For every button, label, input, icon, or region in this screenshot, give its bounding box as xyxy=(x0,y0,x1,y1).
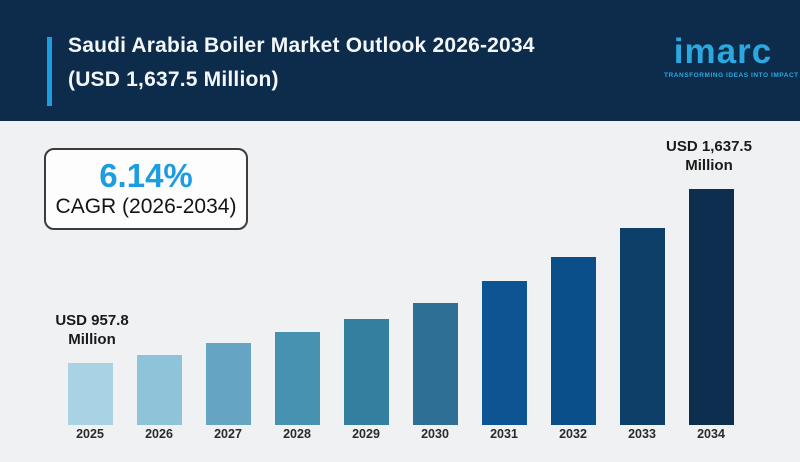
start-value-annotation: USD 957.8 Million xyxy=(22,311,162,349)
start-value-line1: USD 957.8 xyxy=(55,312,129,329)
imarc-logo-tagline: TRANSFORMING IDEAS INTO IMPACT xyxy=(664,72,799,79)
year-label-2032: 2032 xyxy=(559,427,587,441)
end-value-line1: USD 1,637.5 xyxy=(666,138,752,155)
year-label-2025: 2025 xyxy=(76,427,104,441)
bar-2032 xyxy=(550,257,596,425)
year-label-2028: 2028 xyxy=(283,427,311,441)
cagr-label: CAGR (2026-2034) xyxy=(55,195,237,218)
start-value-line2: Million xyxy=(68,331,116,348)
year-label-2026: 2026 xyxy=(145,427,173,441)
bar-2031 xyxy=(481,281,527,425)
year-label-2033: 2033 xyxy=(628,427,656,441)
end-value-annotation: USD 1,637.5 Million xyxy=(639,137,779,175)
bar-2029 xyxy=(343,319,389,425)
bar-2034 xyxy=(688,189,734,425)
imarc-logo-text: imarc xyxy=(673,32,773,71)
year-label-2027: 2027 xyxy=(214,427,242,441)
year-label-2029: 2029 xyxy=(352,427,380,441)
page-title: Saudi Arabia Boiler Market Outlook 2026-… xyxy=(68,29,628,97)
cagr-value: 6.14% xyxy=(99,157,193,194)
bar-2027 xyxy=(205,343,251,425)
bar-2030 xyxy=(412,303,458,425)
imarc-logo: imarc TRANSFORMING IDEAS INTO IMPACT xyxy=(664,32,799,80)
end-value-line2: Million xyxy=(685,157,733,174)
title-accent-bar xyxy=(47,37,52,106)
year-label-2034: 2034 xyxy=(697,427,725,441)
page-title-line2: (USD 1,637.5 Million) xyxy=(68,68,279,91)
bar-2025 xyxy=(67,363,113,425)
cagr-badge: 6.14% CAGR (2026-2034) xyxy=(44,148,248,230)
year-label-2031: 2031 xyxy=(490,427,518,441)
bar-2026 xyxy=(136,355,182,425)
bar-2033 xyxy=(619,228,665,425)
header: Saudi Arabia Boiler Market Outlook 2026-… xyxy=(0,0,800,121)
bar-chart: 2025 2026 2027 2028 2029 2030 2031 2032 2033 2034 xyxy=(0,121,800,462)
page-title-line1: Saudi Arabia Boiler Market Outlook 2026-… xyxy=(68,34,535,57)
year-label-2030: 2030 xyxy=(421,427,449,441)
bar-2028 xyxy=(274,332,320,425)
